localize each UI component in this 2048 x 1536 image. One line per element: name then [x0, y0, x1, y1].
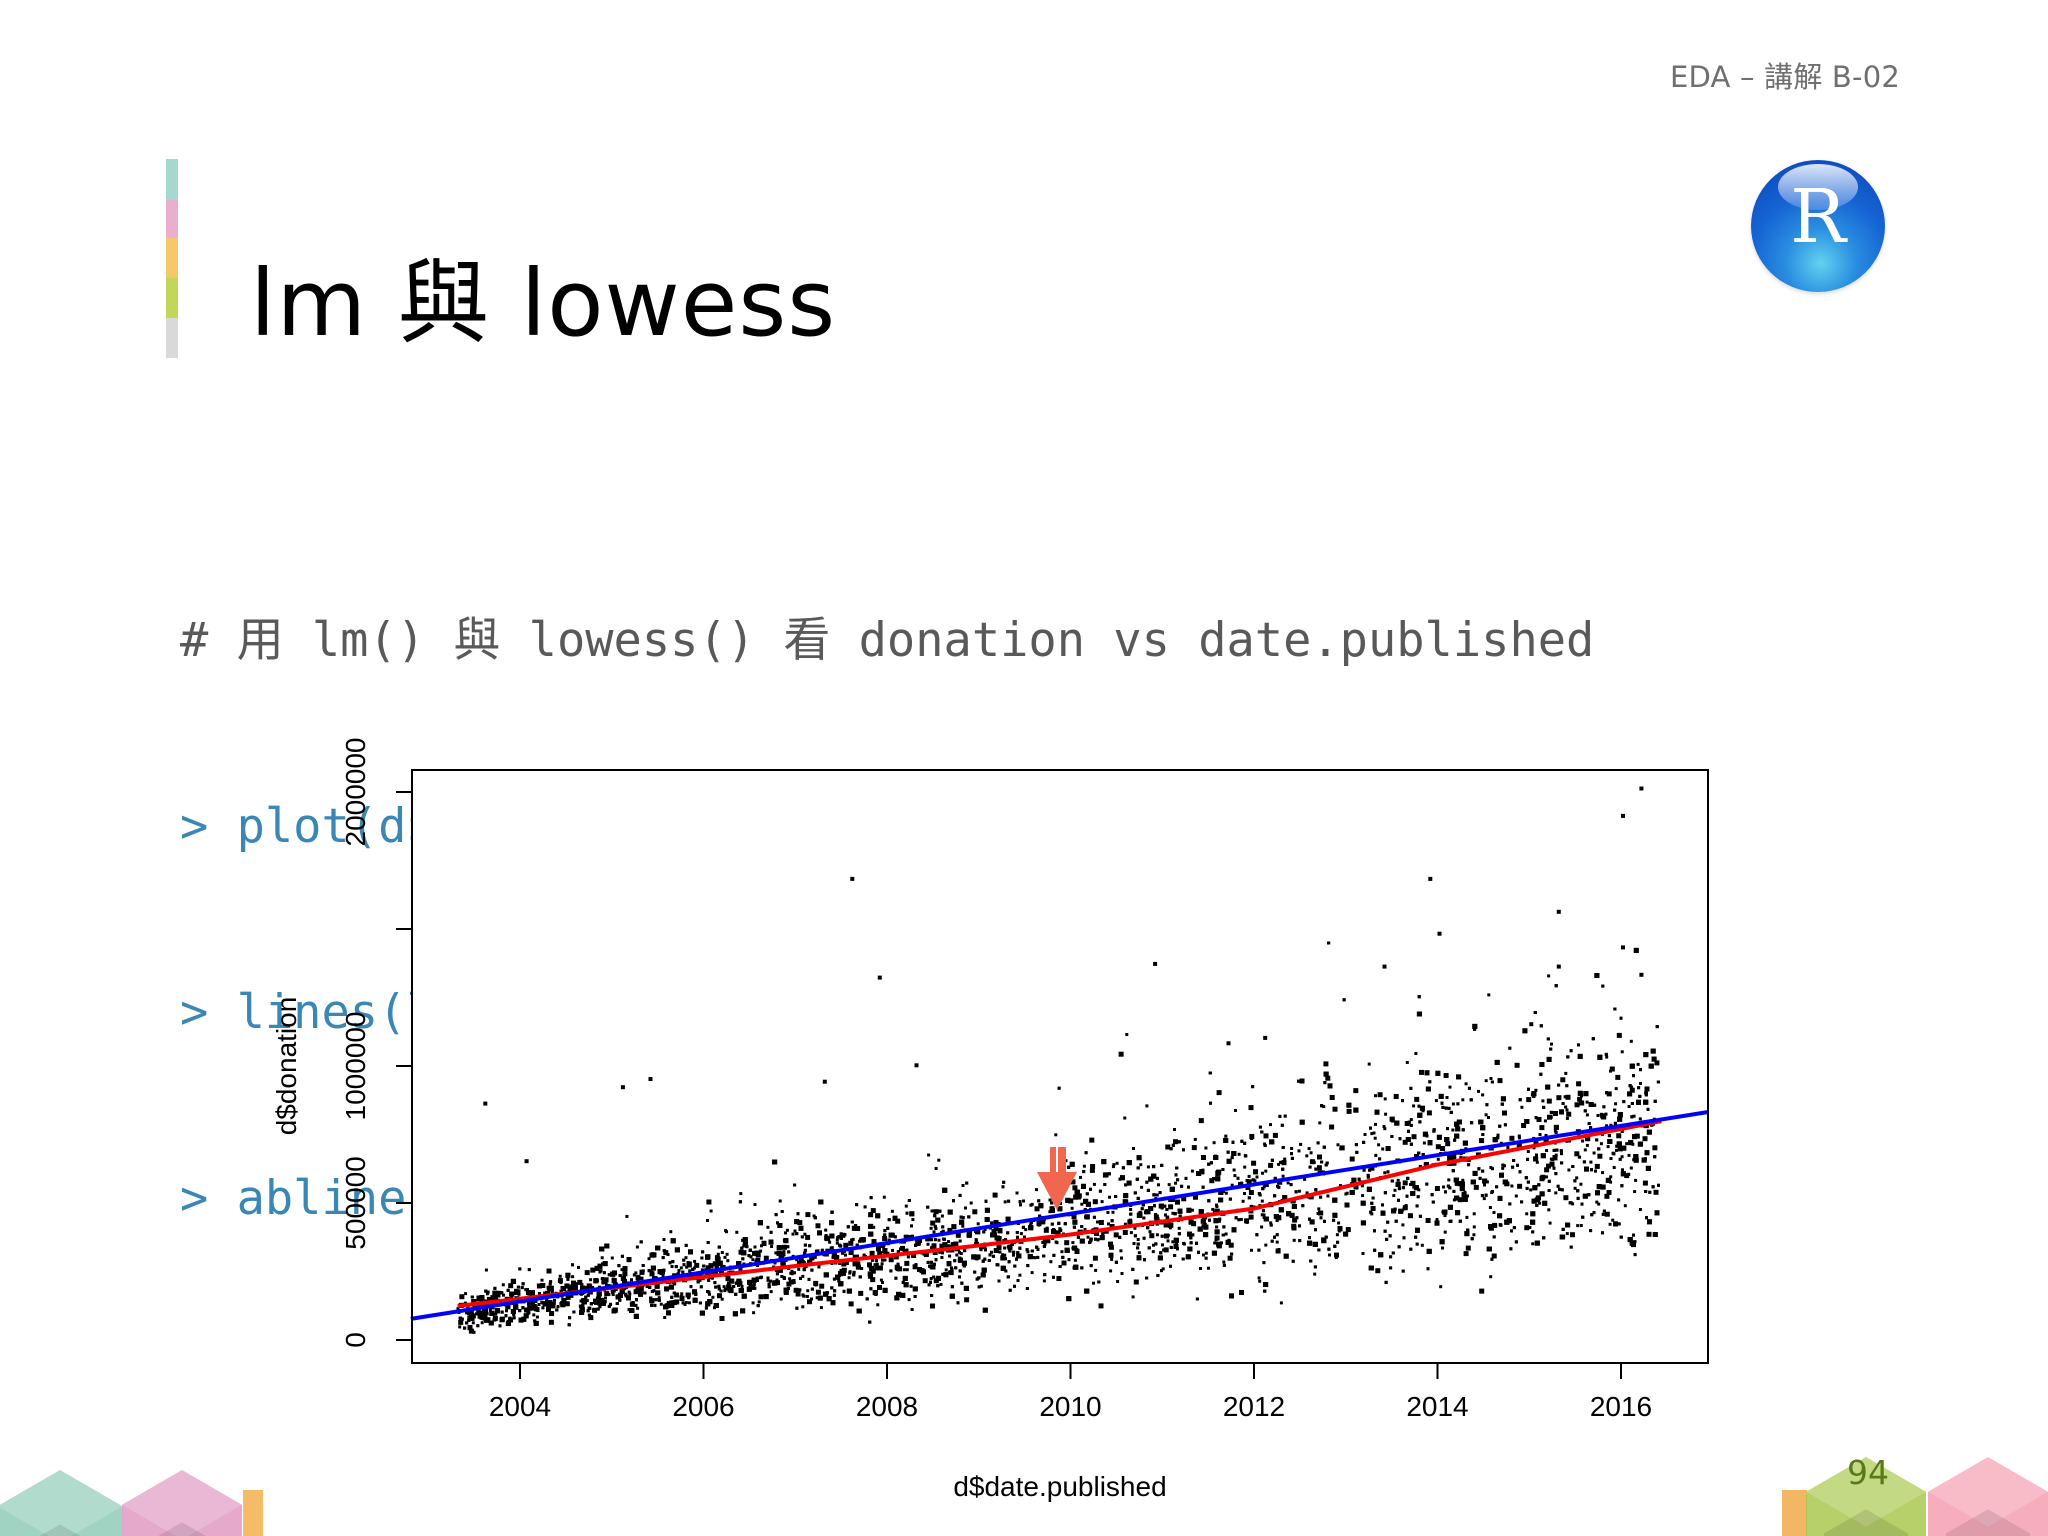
- x-tick-label: 2008: [856, 1391, 918, 1422]
- red-arrow-annotation-icon: [1037, 1147, 1077, 1210]
- x-axis-label: d$date.published: [953, 1471, 1166, 1502]
- y-tick-label: 2000000: [340, 737, 371, 846]
- lowess-line: [457, 1119, 1662, 1308]
- decorative-cubes-right: [1782, 1457, 2048, 1536]
- x-tick-label: 2014: [1406, 1391, 1468, 1422]
- color-bar-segment-yellow: [166, 238, 178, 278]
- lm-regression-line: [410, 1110, 1709, 1321]
- logo-letter: R: [1790, 174, 1846, 260]
- y-axis: 0 500000 1000000 2000000: [340, 737, 412, 1348]
- x-tick-label: 2004: [489, 1391, 551, 1422]
- x-axis: 2004 2006 2008 2010 2012 2014 2016: [489, 1363, 1652, 1422]
- plot-background: [412, 770, 1708, 1363]
- y-tick-label: 1000000: [340, 1011, 371, 1120]
- y-tick-label: 500000: [340, 1156, 371, 1249]
- decorative-cubes-left: [0, 1470, 263, 1536]
- x-tick-label: 2012: [1223, 1391, 1285, 1422]
- color-bar-segment-green: [166, 278, 178, 318]
- x-tick-label: 2010: [1039, 1391, 1101, 1422]
- color-bar-segment-grey: [166, 318, 178, 358]
- code-comment: # 用 lm() 與 lowess() 看 donation vs date.p…: [180, 613, 1595, 668]
- x-tick-label: 2016: [1590, 1391, 1652, 1422]
- color-bar-segment-pink: [166, 200, 178, 238]
- r-language-logo-icon: R: [1751, 160, 1885, 292]
- slide-header-tag: EDA – 講解 B-02: [1670, 60, 1900, 94]
- page-number: 94: [1847, 1453, 1889, 1492]
- title-color-bar: [166, 159, 178, 358]
- logo-gloss: [1778, 164, 1858, 210]
- y-axis-label: d$donation: [271, 997, 302, 1136]
- y-tick-label: 0: [340, 1332, 371, 1348]
- x-tick-label: 2006: [672, 1391, 734, 1422]
- color-bar-segment-teal: [166, 159, 178, 200]
- slide-title: lm 與 lowess: [250, 249, 837, 357]
